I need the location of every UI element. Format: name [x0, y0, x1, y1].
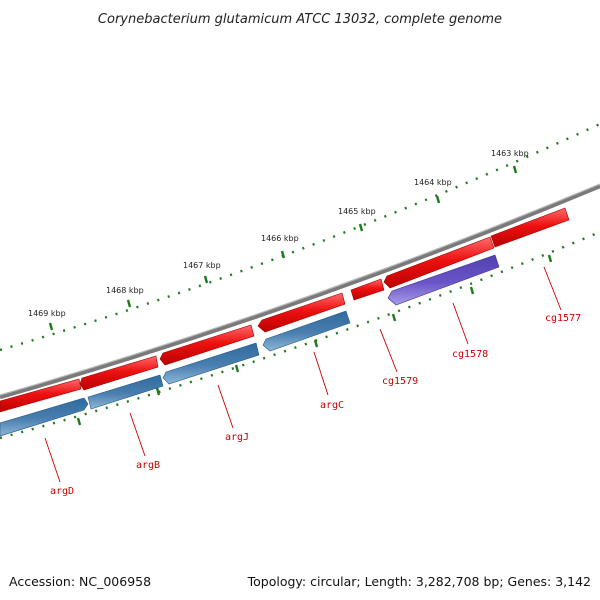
scale-tick [48, 322, 54, 331]
scale-tick [234, 364, 240, 373]
gene-arrow [257, 292, 346, 333]
scale-label-1468: 1468 kbp [106, 286, 144, 295]
gene-arrow [162, 342, 260, 385]
gene-arrow [0, 378, 82, 413]
scale-tick [203, 275, 209, 284]
gene-arrow [383, 236, 495, 289]
gene-label-argJ: argJ [225, 432, 249, 443]
scale-tick [126, 299, 132, 308]
genome-backbone [0, 183, 600, 400]
forward-strand-track [0, 207, 570, 413]
gene-label-cg1577: cg1577 [545, 313, 581, 324]
gene-arrow [79, 355, 159, 391]
accession-text: Accession: NC_006958 [9, 574, 151, 589]
gene-label-argD: argD [50, 486, 74, 497]
leader-line-argC [313, 351, 329, 396]
gene-arrow [0, 397, 89, 437]
gene-leader-lines [44, 266, 562, 483]
gene-label-argB: argB [136, 460, 160, 471]
genome-title: Corynebacterium glutamicum ATCC 13032, c… [98, 12, 502, 27]
leader-line-argB [129, 412, 146, 457]
scale-tick [280, 250, 286, 259]
scale-tick [391, 313, 397, 322]
scale-tick [512, 165, 518, 174]
inner-scale-major-ticks [76, 254, 553, 426]
leader-line-argJ [217, 384, 234, 429]
scale-tick [547, 254, 553, 263]
gene-arrow [159, 324, 255, 366]
scale-tick [313, 339, 319, 348]
leader-line-cg1577 [543, 266, 562, 311]
scale-label-1467: 1467 kbp [183, 261, 221, 270]
gene-arrow [262, 310, 351, 352]
leader-line-argD [44, 437, 61, 483]
genome-summary-text: Topology: circular; Length: 3,282,708 bp… [247, 574, 591, 589]
scale-tick [358, 223, 364, 232]
scale-label-1469: 1469 kbp [28, 309, 66, 318]
reverse-strand-track [0, 254, 500, 437]
gene-arrow [350, 278, 385, 301]
scale-tick [155, 387, 161, 396]
outer-scale-track [0, 122, 600, 352]
genome-backbone-highlight [0, 183, 600, 396]
scale-tick [76, 417, 82, 426]
outer-scale-major-ticks [48, 165, 518, 331]
scale-label-1463: 1463 kbp [491, 149, 529, 158]
scale-tick [435, 195, 441, 204]
gene-label-argC: argC [320, 400, 344, 411]
gene-arrow [87, 374, 164, 410]
gene-arrow [490, 207, 570, 248]
scale-label-1465: 1465 kbp [338, 207, 376, 216]
leader-line-cg1578 [452, 302, 469, 345]
gene-arrow [387, 254, 500, 306]
gene-label-cg1578: cg1578 [452, 349, 488, 360]
scale-label-1466: 1466 kbp [261, 234, 299, 243]
scale-label-1464: 1464 kbp [414, 178, 452, 187]
leader-line-cg1579 [379, 328, 398, 373]
gene-label-cg1579: cg1579 [382, 376, 418, 387]
scale-tick [469, 286, 475, 295]
